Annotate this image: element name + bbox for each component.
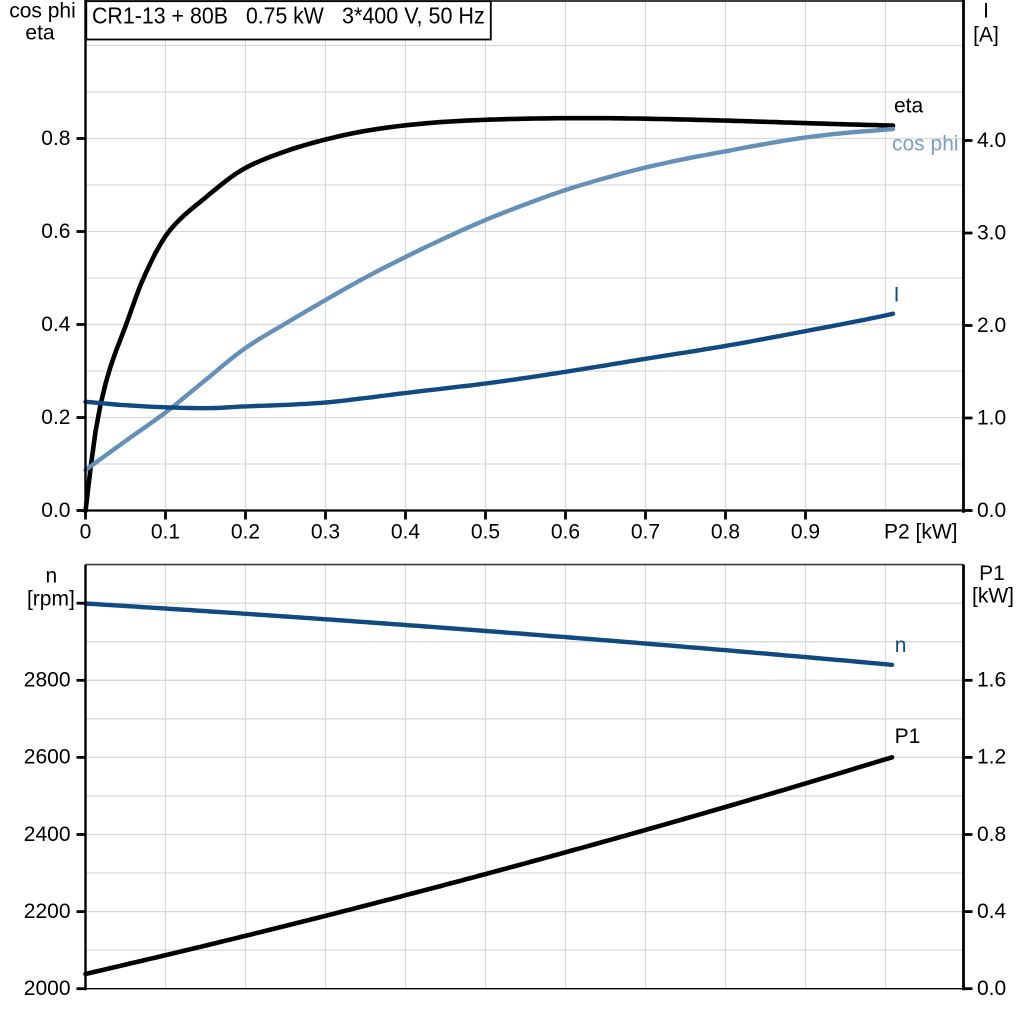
svg-text:0.8: 0.8 — [711, 520, 740, 543]
svg-text:0.2: 0.2 — [231, 520, 260, 543]
svg-text:0.0: 0.0 — [41, 499, 70, 522]
svg-text:2000: 2000 — [24, 977, 71, 1000]
svg-text:[kW]: [kW] — [972, 585, 1014, 608]
svg-text:3*400 V, 50 Hz: 3*400 V, 50 Hz — [342, 3, 485, 29]
svg-text:I: I — [894, 284, 900, 307]
svg-text:0: 0 — [80, 520, 92, 543]
svg-text:[rpm]: [rpm] — [27, 588, 75, 611]
svg-text:0.8: 0.8 — [41, 127, 70, 150]
svg-text:0.6: 0.6 — [551, 520, 580, 543]
svg-text:0.2: 0.2 — [41, 406, 70, 429]
svg-text:2200: 2200 — [24, 900, 71, 923]
svg-text:0.7: 0.7 — [631, 520, 660, 543]
svg-text:n: n — [46, 565, 58, 588]
svg-text:4.0: 4.0 — [977, 129, 1006, 152]
svg-text:n: n — [895, 634, 907, 657]
svg-text:cos phi: cos phi — [892, 133, 959, 156]
svg-text:[A]: [A] — [973, 24, 999, 47]
svg-text:0.9: 0.9 — [791, 520, 820, 543]
svg-text:1.0: 1.0 — [977, 406, 1006, 429]
svg-text:0.8: 0.8 — [977, 823, 1006, 846]
svg-text:0.4: 0.4 — [41, 313, 71, 336]
svg-text:P1: P1 — [979, 562, 1005, 585]
svg-text:0.75 kW: 0.75 kW — [246, 3, 324, 29]
svg-text:1.2: 1.2 — [977, 746, 1006, 769]
svg-text:2.0: 2.0 — [977, 314, 1006, 337]
svg-text:2600: 2600 — [24, 746, 71, 769]
svg-text:2800: 2800 — [24, 669, 71, 692]
svg-text:0.4: 0.4 — [391, 520, 421, 543]
svg-text:0.3: 0.3 — [311, 520, 340, 543]
svg-text:1.6: 1.6 — [977, 669, 1006, 692]
svg-text:0.5: 0.5 — [471, 520, 500, 543]
svg-text:CR1-13 + 80B: CR1-13 + 80B — [92, 3, 228, 29]
svg-text:eta: eta — [25, 22, 55, 45]
svg-text:0.0: 0.0 — [977, 499, 1006, 522]
svg-text:0.6: 0.6 — [41, 220, 70, 243]
svg-text:0.0: 0.0 — [977, 977, 1006, 1000]
svg-text:P2 [kW]: P2 [kW] — [884, 520, 958, 543]
svg-text:eta: eta — [894, 95, 924, 118]
svg-text:cos phi: cos phi — [9, 0, 76, 23]
svg-text:0.1: 0.1 — [151, 520, 180, 543]
svg-text:P1: P1 — [895, 725, 921, 748]
svg-text:0.4: 0.4 — [977, 900, 1007, 923]
svg-text:I: I — [983, 0, 989, 23]
svg-text:2400: 2400 — [24, 823, 71, 846]
svg-text:3.0: 3.0 — [977, 221, 1006, 244]
